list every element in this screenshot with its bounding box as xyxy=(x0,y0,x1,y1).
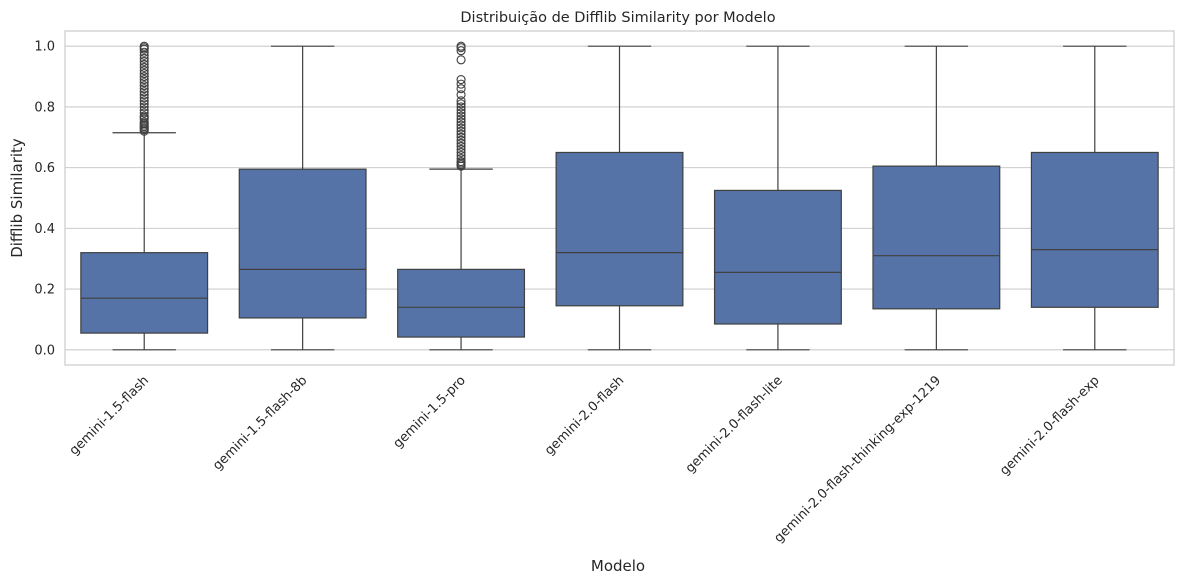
outlier-point xyxy=(456,105,466,115)
outlier-point xyxy=(139,90,149,100)
outlier-point xyxy=(456,141,466,151)
plot-border xyxy=(64,30,1175,366)
x-tick-label: gemini-2.0-flash-lite xyxy=(683,373,786,476)
y-tick-label: 0.8 xyxy=(34,100,55,115)
outlier-point xyxy=(456,117,466,127)
box-gemini-2.0-flash xyxy=(555,45,684,351)
outlier-point xyxy=(139,81,149,91)
outlier-point xyxy=(139,78,149,88)
chart-title: Distribuição de Difflib Similarity por M… xyxy=(460,10,775,26)
box-gemini-1.5-pro xyxy=(397,41,526,351)
iqr-box xyxy=(872,165,1001,310)
box-gemini-1.5-flash xyxy=(80,41,209,351)
y-axis-title: Difflib Similarity xyxy=(8,138,26,258)
outlier-point xyxy=(139,84,149,94)
box-gemini-1.5-flash-8b xyxy=(238,45,367,351)
outlier-point xyxy=(456,138,466,148)
outlier-point xyxy=(456,102,466,112)
outlier-point xyxy=(456,90,466,100)
y-tick-label: 0.2 xyxy=(34,283,55,298)
x-tick-label: gemini-2.0-flash xyxy=(542,373,627,458)
iqr-box xyxy=(1030,151,1159,308)
outlier-point xyxy=(456,96,466,106)
box-gemini-2.0-flash-exp xyxy=(1030,45,1159,351)
y-axis: 0.0 0.2 0.4 0.6 0.8 1.0 xyxy=(34,40,55,359)
outlier-point xyxy=(456,75,466,85)
outlier-point xyxy=(139,47,149,57)
outlier-point xyxy=(139,99,149,109)
y-tick-label: 0.4 xyxy=(34,222,55,237)
box-gemini-2.0-flash-lite xyxy=(713,45,842,351)
outlier-point xyxy=(139,102,149,112)
outlier-point xyxy=(139,87,149,97)
outlier-point xyxy=(456,153,466,164)
outlier-point xyxy=(139,41,149,51)
outlier-point xyxy=(456,114,466,124)
outlier-point xyxy=(456,126,466,136)
iqr-box xyxy=(713,189,842,325)
x-tick-label: gemini-1.5-flash-8b xyxy=(210,373,310,473)
iqr-box xyxy=(238,168,367,319)
outlier-point xyxy=(456,111,466,121)
outlier-point xyxy=(139,71,149,82)
outlier-point xyxy=(139,53,149,63)
y-tick-label: 0.6 xyxy=(34,161,55,176)
outlier-point xyxy=(456,123,466,133)
outlier-point xyxy=(456,135,466,145)
outlier-point xyxy=(456,147,466,158)
outlier-point xyxy=(139,56,149,66)
outlier-point xyxy=(139,65,149,76)
outlier-point xyxy=(456,157,466,167)
outlier-point xyxy=(139,111,149,121)
outlier-point xyxy=(139,59,149,69)
outlier-point xyxy=(139,62,149,72)
plot-area xyxy=(80,41,1159,351)
outlier-point xyxy=(456,46,466,56)
y-tick-label: 0.0 xyxy=(34,343,55,358)
outlier-point xyxy=(139,105,149,115)
outlier-point xyxy=(456,108,466,118)
outlier-point xyxy=(456,55,466,65)
x-axis: gemini-1.5-flash gemini-1.5-flash-8b gemin… xyxy=(67,373,1103,546)
outlier-point xyxy=(456,132,466,142)
outlier-point xyxy=(456,99,466,109)
x-tick-label: gemini-1.5-pro xyxy=(391,373,469,451)
iqr-box xyxy=(555,151,684,307)
outlier-point xyxy=(139,108,149,118)
outlier-point xyxy=(139,96,149,106)
outlier-point xyxy=(456,150,466,161)
plot-frame xyxy=(64,30,1175,366)
box-gemini-2.0-flash-thinking-exp-1219 xyxy=(872,45,1001,351)
outlier-point xyxy=(139,75,149,85)
outlier-point xyxy=(456,120,466,130)
outlier-point xyxy=(456,144,466,154)
outlier-point xyxy=(139,117,149,127)
outlier-point xyxy=(456,41,466,51)
outlier-point xyxy=(139,68,149,79)
outlier-point xyxy=(139,93,149,103)
x-axis-title: Modelo xyxy=(591,557,645,575)
outlier-point xyxy=(456,79,466,89)
outlier-point xyxy=(456,129,466,139)
x-tick-label: gemini-2.0-flash-exp xyxy=(997,373,1102,478)
y-tick-label: 1.0 xyxy=(34,40,55,55)
x-tick-label: gemini-2.0-flash-thinking-exp-1219 xyxy=(771,373,944,546)
iqr-box xyxy=(80,252,209,334)
outlier-point xyxy=(456,84,466,94)
iqr-box xyxy=(397,268,526,338)
x-tick-label: gemini-1.5-flash xyxy=(67,373,152,458)
